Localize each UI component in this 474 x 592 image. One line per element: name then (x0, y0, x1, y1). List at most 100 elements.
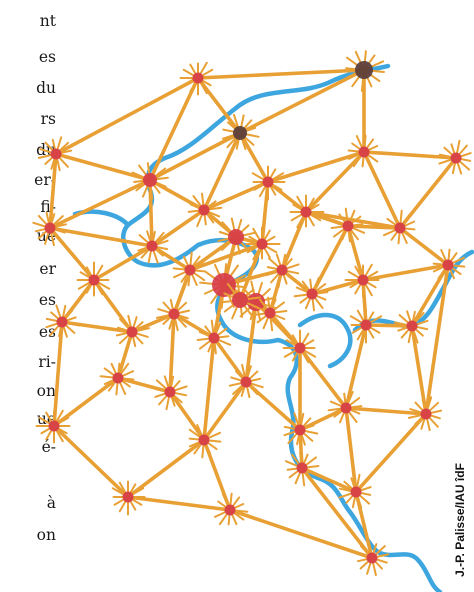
network-link (202, 180, 270, 212)
network-link (196, 68, 366, 80)
node-dot (350, 486, 362, 498)
network-link (304, 150, 366, 214)
star-node (354, 541, 390, 577)
network-link (168, 312, 176, 394)
node-dot (44, 222, 56, 234)
text-fragment: nt (39, 12, 56, 30)
text-fragment: es (38, 291, 56, 309)
star-node (266, 253, 300, 289)
node-dot (192, 72, 204, 84)
network-link (310, 278, 365, 296)
node-dot (143, 173, 157, 187)
network-nodes (32, 50, 472, 577)
star-node (76, 261, 111, 297)
star-node (347, 134, 383, 168)
node-dot (168, 308, 180, 320)
node-dot (394, 222, 406, 234)
photo-credit-wrapper: J.-P. Palisse/IAU îdF (449, 450, 471, 590)
star-node (407, 396, 443, 432)
star-node (115, 314, 151, 350)
node-dot (232, 292, 248, 308)
network-link (346, 224, 365, 282)
node-dot (294, 342, 306, 354)
text-fragment: rs (40, 110, 56, 128)
star-node (289, 194, 325, 229)
node-dot (112, 372, 124, 384)
text-fragment: ri- (38, 353, 56, 371)
network-link (148, 131, 242, 182)
node-dot (342, 220, 354, 232)
node-dot (184, 264, 196, 276)
node-dot (340, 402, 352, 414)
star-node (344, 263, 380, 298)
network-link (196, 76, 242, 135)
text-fragment: du (36, 79, 56, 97)
node-dot (50, 148, 62, 160)
network-link (130, 312, 176, 334)
network-link (52, 376, 120, 428)
star-node (188, 423, 222, 459)
node-dot (164, 386, 176, 398)
network-link (266, 150, 366, 184)
star-node (111, 480, 146, 516)
star-node (213, 492, 249, 526)
star-node (221, 114, 260, 151)
network-link (48, 152, 58, 230)
star-node (37, 136, 73, 172)
network-link (424, 263, 450, 416)
star-node (251, 165, 286, 201)
node-dot (296, 462, 308, 474)
network-link (228, 508, 374, 560)
star-node (179, 61, 215, 96)
network-link (148, 76, 200, 182)
node-dot (212, 273, 236, 297)
star-node (45, 304, 81, 338)
node-dot (294, 424, 306, 436)
node-dot (300, 206, 312, 218)
node-dot (358, 146, 370, 158)
network-link (244, 300, 258, 384)
star-node (217, 217, 257, 258)
network-link (126, 495, 232, 512)
network-link (92, 278, 134, 334)
network-link (168, 390, 206, 442)
star-node (293, 276, 329, 312)
text-fragment: er (39, 260, 56, 278)
star-node (330, 207, 366, 243)
node-dot (224, 504, 236, 516)
node-dot (306, 288, 318, 300)
star-node (283, 412, 319, 446)
photo-credit: J.-P. Palisse/IAU îdF (453, 463, 467, 577)
node-dot (198, 204, 210, 216)
node-dot (355, 61, 373, 79)
star-node (438, 139, 472, 175)
network-link (304, 210, 402, 230)
node-dot (233, 126, 247, 140)
node-dot (450, 152, 462, 164)
text-fragment: é- (41, 438, 56, 456)
node-dot (406, 320, 418, 332)
star-node (327, 390, 363, 426)
star-node (345, 50, 385, 92)
star-node (282, 329, 317, 365)
star-node (32, 211, 68, 247)
network-link (172, 312, 216, 340)
star-node (187, 192, 223, 228)
node-dot (208, 332, 220, 344)
node-dot (357, 274, 369, 286)
node-dot (48, 420, 60, 432)
node-dot (88, 274, 100, 286)
network-link (54, 152, 152, 182)
node-dot (122, 491, 134, 503)
network-link (52, 320, 64, 428)
star-node (349, 308, 384, 344)
node-dot (126, 326, 138, 338)
star-node (35, 409, 71, 444)
text-fragment: er- (34, 171, 56, 189)
network-link (238, 68, 366, 135)
star-node (382, 209, 416, 245)
node-dot (228, 229, 244, 245)
text-fragment: es (38, 323, 56, 341)
network-link (310, 224, 350, 296)
